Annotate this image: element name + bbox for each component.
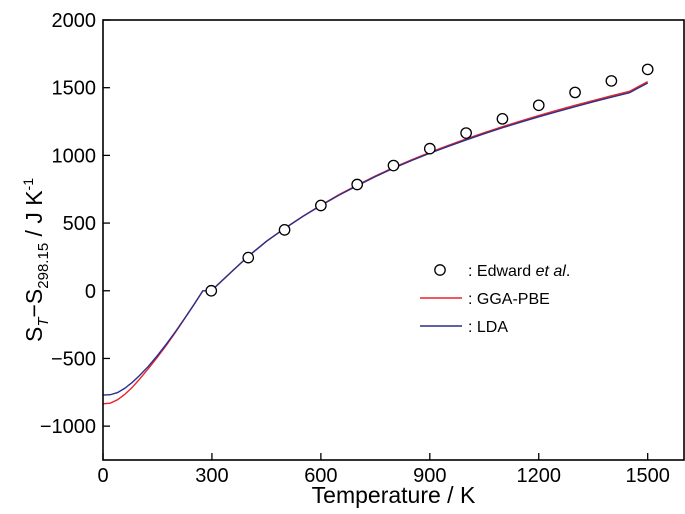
axis-ticks: 0 300 600 900 1200 1500 −1000 −500 0 500 1000 1500 2… xyxy=(40,10,670,487)
legend-edward-part2: et al xyxy=(536,263,567,280)
scatter-point-edward xyxy=(423,142,436,155)
scatter-point-edward xyxy=(315,199,327,212)
legend-label-edward: : Edward et al. xyxy=(468,263,570,280)
scatter-point-edward xyxy=(641,63,654,76)
y-tick-label: 2000 xyxy=(52,10,97,32)
y-tick-label: −500 xyxy=(51,348,96,370)
x-tick-label: 300 xyxy=(195,465,228,487)
scatter-point-edward xyxy=(605,75,618,87)
y-tick-label: 1500 xyxy=(52,78,97,100)
x-tick-label: 1200 xyxy=(517,465,562,487)
scatter-point-edward xyxy=(496,112,509,125)
y-title-s1: S xyxy=(21,327,47,342)
scatter-point-edward xyxy=(460,127,472,139)
scatter-point-edward xyxy=(205,284,218,297)
series-line-lda xyxy=(102,82,649,396)
y-title-sub1: T xyxy=(35,316,52,327)
x-tick-label: 900 xyxy=(413,465,446,487)
y-title-sub2: 298.15 xyxy=(35,243,52,289)
y-title-unit: / J K xyxy=(21,190,47,243)
y-title-sup: -1 xyxy=(20,178,36,191)
legend-label-gga-pbe: : GGA-PBE xyxy=(468,291,550,308)
series-line-gga-pbe xyxy=(102,80,649,405)
y-tick-label: 0 xyxy=(85,281,96,303)
x-tick-label: 0 xyxy=(97,465,108,487)
plot-frame xyxy=(102,19,685,461)
legend-edward-part1: : Edward xyxy=(468,263,536,280)
y-title-s2: S xyxy=(21,289,47,304)
legend-edward-part3: . xyxy=(566,263,570,280)
scatter-point-edward xyxy=(532,99,545,112)
y-tick-label: 500 xyxy=(63,213,96,235)
scatter-point-edward xyxy=(242,251,255,264)
y-tick-label: −1000 xyxy=(40,416,96,438)
y-tick-label: 1000 xyxy=(52,145,97,167)
legend-marker-edward xyxy=(434,264,446,276)
scatter-point-edward xyxy=(387,159,400,172)
legend-label-lda: : LDA xyxy=(468,319,508,336)
y-title-dash: − xyxy=(21,304,47,317)
scatter-point-edward xyxy=(569,86,581,99)
x-axis-title: Temperature / K xyxy=(312,482,476,508)
x-tick-label: 600 xyxy=(304,465,337,487)
x-tick-label: 1500 xyxy=(625,465,670,487)
plot-layer xyxy=(102,63,654,405)
legend: : Edward et al. : GGA-PBE : LDA xyxy=(420,263,570,336)
scatter-point-edward xyxy=(351,178,364,191)
scatter-point-edward xyxy=(278,223,291,236)
y-axis-title: ST−S298.15 / J K-1 xyxy=(20,178,52,342)
